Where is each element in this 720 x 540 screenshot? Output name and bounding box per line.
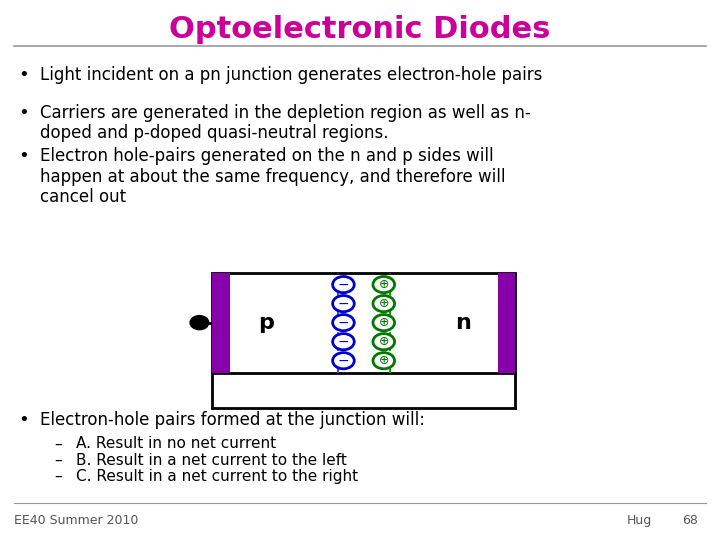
Text: Hug: Hug — [626, 514, 652, 527]
Text: EE40 Summer 2010: EE40 Summer 2010 — [14, 514, 139, 527]
Circle shape — [333, 353, 354, 369]
Text: Light incident on a pn junction generates electron-hole pairs: Light incident on a pn junction generate… — [40, 66, 542, 84]
Circle shape — [373, 334, 395, 350]
Circle shape — [373, 295, 395, 312]
Text: Electron hole-pairs generated on the n and p sides will
happen at about the same: Electron hole-pairs generated on the n a… — [40, 147, 505, 206]
Text: −: − — [338, 335, 349, 349]
Text: –: – — [54, 469, 62, 484]
Text: B. Result in a net current to the left: B. Result in a net current to the left — [76, 453, 346, 468]
Circle shape — [373, 276, 395, 293]
Circle shape — [333, 314, 354, 330]
Text: Carriers are generated in the depletion region as well as n-
doped and p-doped q: Carriers are generated in the depletion … — [40, 104, 531, 143]
Circle shape — [333, 295, 354, 312]
Text: 68: 68 — [683, 514, 698, 527]
Circle shape — [190, 315, 209, 329]
Circle shape — [373, 353, 395, 369]
Text: −: − — [338, 296, 349, 310]
Circle shape — [333, 334, 354, 350]
Text: A. Result in no net current: A. Result in no net current — [76, 436, 276, 451]
Text: Optoelectronic Diodes: Optoelectronic Diodes — [169, 15, 551, 44]
Text: −: − — [338, 316, 349, 329]
Circle shape — [373, 314, 395, 330]
Text: •: • — [18, 147, 29, 165]
Text: n: n — [455, 313, 471, 333]
Bar — [212, 273, 230, 373]
Text: •: • — [18, 66, 29, 84]
Circle shape — [333, 276, 354, 293]
Text: ⊕: ⊕ — [379, 297, 389, 310]
Text: –: – — [54, 436, 62, 451]
Text: ⊕: ⊕ — [379, 335, 389, 348]
Text: −: − — [338, 354, 349, 368]
Text: C. Result in a net current to the right: C. Result in a net current to the right — [76, 469, 358, 484]
Text: •: • — [18, 411, 29, 429]
Text: ⊕: ⊕ — [379, 354, 389, 367]
Bar — [498, 273, 515, 373]
Bar — [212, 273, 515, 373]
Text: ⊕: ⊕ — [379, 278, 389, 291]
Text: –: – — [54, 453, 62, 468]
Text: •: • — [18, 104, 29, 122]
Text: −: − — [338, 278, 349, 292]
Text: Electron-hole pairs formed at the junction will:: Electron-hole pairs formed at the juncti… — [40, 411, 425, 429]
Text: ⊕: ⊕ — [379, 316, 389, 329]
Text: p: p — [258, 313, 274, 333]
